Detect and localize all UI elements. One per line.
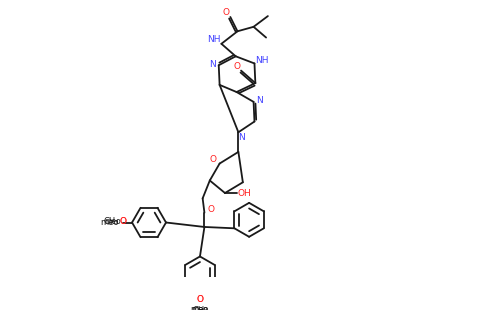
Text: O: O <box>210 155 217 164</box>
Text: O: O <box>233 62 240 71</box>
Text: NH: NH <box>255 56 268 65</box>
Text: O: O <box>120 217 126 226</box>
Text: N: N <box>256 96 263 105</box>
Text: N: N <box>238 133 246 142</box>
Text: O: O <box>207 206 214 215</box>
Text: NH: NH <box>208 35 221 44</box>
Text: CH₃: CH₃ <box>192 306 208 310</box>
Text: meo: meo <box>192 305 208 310</box>
Text: O: O <box>196 295 203 304</box>
Text: O: O <box>222 8 230 17</box>
Text: meo: meo <box>190 305 209 310</box>
Text: CH₃: CH₃ <box>104 217 119 226</box>
Text: O: O <box>196 295 203 304</box>
Text: N: N <box>209 60 216 69</box>
Text: meo: meo <box>104 217 120 226</box>
Text: meo: meo <box>100 218 119 227</box>
Text: O: O <box>120 217 126 226</box>
Text: OH: OH <box>238 188 252 197</box>
